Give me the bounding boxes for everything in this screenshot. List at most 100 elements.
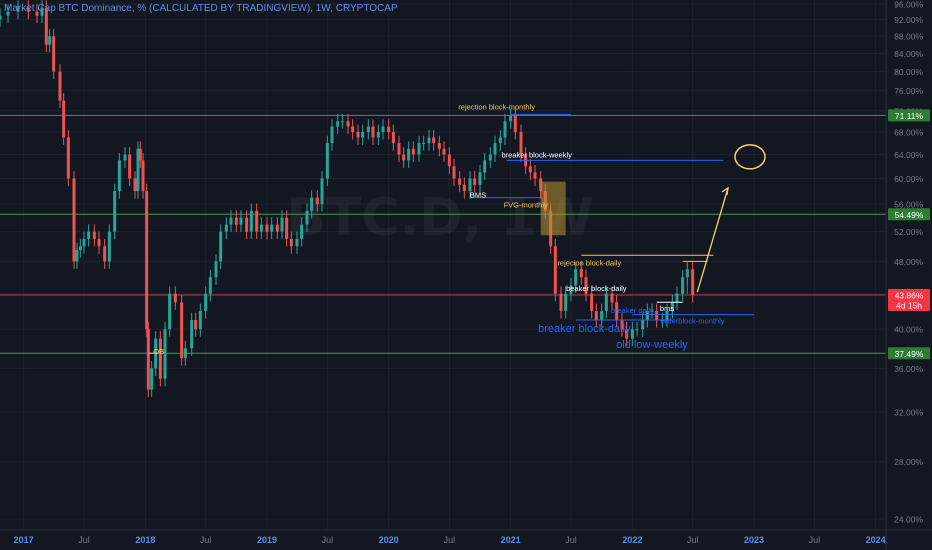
candle-body (610, 293, 614, 303)
candle-body (447, 154, 451, 167)
candle-body (584, 277, 588, 294)
y-tick-label: 56.00% (894, 200, 923, 210)
annotation-label: breaker block-weekly (501, 150, 572, 159)
candle-body (136, 148, 140, 192)
y-tick-label: 80.00% (894, 67, 923, 77)
candle-body (336, 121, 340, 127)
candle-body (146, 329, 150, 390)
candle-body (249, 210, 253, 232)
candle-body (604, 293, 608, 312)
candle-body (234, 217, 238, 225)
candle-body (58, 71, 62, 101)
y-tick-label: 48.00% (894, 257, 923, 267)
candle-body (245, 217, 249, 232)
candle-body (35, 11, 39, 16)
y-tick-label: 40.00% (894, 325, 923, 335)
y-tick-label: 84.00% (894, 49, 923, 59)
candle-body (432, 137, 436, 144)
candle-body (478, 172, 482, 185)
candle-body (305, 210, 309, 225)
annotation-label: orderblock-monthly (661, 317, 725, 326)
annotation-label: bms (660, 304, 674, 313)
candle-body (44, 7, 48, 45)
candle-body (26, 7, 30, 12)
candle-body (16, 7, 20, 12)
y-tick-label: 32.00% (894, 408, 923, 418)
x-tick-label: Jul (687, 535, 699, 545)
candle-body (0, 15, 2, 20)
candle-body (52, 36, 56, 72)
y-tick-label: 28.00% (894, 457, 923, 467)
candle-body (330, 126, 334, 144)
candle-body (675, 293, 679, 303)
target-circle (734, 144, 766, 170)
candle-body (641, 320, 645, 330)
annotation-label: OB (153, 347, 164, 356)
candle-body (620, 320, 624, 330)
candle-body (6, 11, 10, 16)
candle-body (483, 160, 487, 173)
candle-body (458, 178, 462, 185)
candle-body (214, 261, 218, 278)
candle-body (402, 154, 406, 161)
candle-body (569, 285, 573, 294)
candle-body (270, 224, 274, 232)
annotation-label: breaker block-daily (538, 323, 631, 335)
candle-body (366, 126, 370, 132)
y-tick-label: 76.00% (894, 86, 923, 96)
candle-body (513, 115, 517, 132)
candle-body (376, 131, 380, 138)
y-tick-label: 52.00% (894, 227, 923, 237)
candle-body (103, 246, 107, 262)
y-tick-label: 36.00% (894, 364, 923, 374)
candle-body (280, 217, 284, 232)
candle-body (533, 172, 537, 179)
x-tick-label: 2024 (866, 535, 886, 545)
candle-body (204, 293, 208, 312)
y-tick-label: 88.00% (894, 32, 923, 42)
fvg-box (540, 181, 566, 236)
y-tick-label: 24.00% (894, 515, 923, 525)
candle-body (289, 238, 293, 247)
price-label-box (888, 347, 930, 360)
x-tick-label: 2021 (501, 535, 521, 545)
price-label-box (888, 208, 930, 221)
candle-body (635, 329, 639, 331)
candle-body (579, 269, 583, 278)
candle-body (397, 143, 401, 155)
y-tick-label: 92.00% (894, 15, 923, 25)
projection-arrow (696, 187, 729, 293)
annotation-label: old low-weekly (616, 339, 688, 351)
candle-body (163, 329, 167, 379)
x-tick-label: 2017 (14, 535, 34, 545)
candle-body (493, 143, 497, 155)
candle-body (133, 178, 137, 192)
y-tick-label: 64.00% (894, 150, 923, 160)
candle-body (509, 115, 513, 122)
candle-body (503, 121, 507, 138)
candle-body (150, 368, 154, 390)
price-label-box (888, 109, 930, 122)
candle-body (422, 143, 426, 145)
candle-body (128, 154, 132, 179)
candle-body (574, 269, 578, 286)
candle-body (310, 197, 314, 211)
candle-body (82, 238, 86, 247)
candle-body (229, 217, 233, 225)
candle-body (173, 293, 177, 303)
candle-body (259, 224, 263, 232)
candle-body (528, 166, 532, 173)
candle-body (224, 224, 228, 232)
candle-body (427, 137, 431, 144)
candle-body (325, 143, 329, 179)
candle-body (650, 311, 654, 313)
x-tick-label: 2019 (257, 535, 277, 545)
candle-body (48, 36, 52, 45)
candle-body (600, 311, 604, 321)
price-label-text: 54.49% (895, 210, 924, 220)
candle-body (107, 231, 111, 262)
candle-body (346, 121, 350, 127)
candle-body (655, 311, 659, 321)
